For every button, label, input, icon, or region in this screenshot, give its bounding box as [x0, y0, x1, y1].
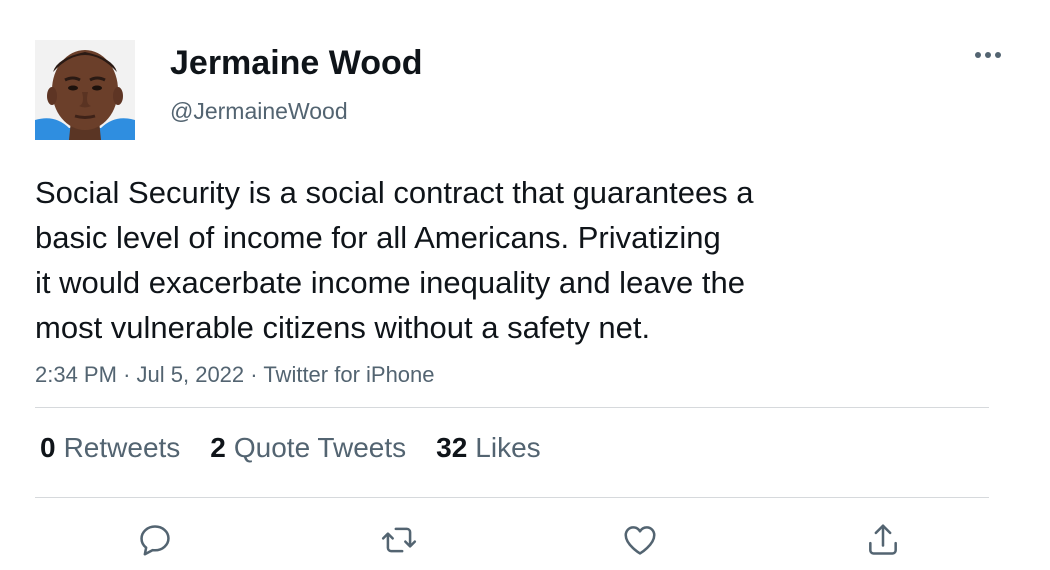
- share-icon: [869, 524, 897, 555]
- reply-icon: [140, 525, 170, 556]
- tweet-text-line: most vulnerable citizens without a safet…: [35, 310, 651, 345]
- meta-separator: ·: [250, 362, 258, 387]
- share-button[interactable]: [861, 518, 905, 562]
- retweets-stat[interactable]: 0 Retweets: [40, 432, 180, 464]
- heart-icon: [624, 526, 656, 555]
- likes-stat[interactable]: 32 Likes: [436, 432, 541, 464]
- author-handle[interactable]: @JermaineWood: [170, 98, 348, 124]
- divider: [35, 497, 989, 498]
- tweet-text-line: basic level of income for all Americans.…: [35, 220, 721, 255]
- tweet-text-line: Social Security is a social contract tha…: [35, 175, 754, 210]
- likes-label: Likes: [475, 432, 541, 463]
- meta-separator: ·: [123, 362, 131, 387]
- retweet-button[interactable]: [377, 518, 421, 562]
- quote-tweets-label: Quote Tweets: [233, 432, 407, 463]
- quote-tweets-count: 2: [210, 432, 226, 463]
- tweet-meta: 2:34 PM · Jul 5, 2022 · Twitter for iPho…: [35, 362, 435, 388]
- tweet-date[interactable]: Jul 5, 2022: [136, 362, 245, 387]
- tweet-text: Social Security is a social contract tha…: [35, 170, 935, 350]
- more-options-button[interactable]: [968, 40, 1008, 70]
- retweets-label: Retweets: [63, 432, 181, 463]
- likes-count: 32: [436, 432, 468, 463]
- author-display-name[interactable]: Jermaine Wood: [170, 44, 423, 82]
- avatar-photo: [35, 40, 135, 140]
- reply-button[interactable]: [133, 518, 177, 562]
- engagement-stats: 0 Retweets 2 Quote Tweets 32 Likes: [40, 432, 541, 464]
- avatar[interactable]: [35, 40, 135, 140]
- retweet-icon: [381, 527, 417, 553]
- divider: [35, 407, 989, 408]
- tweet-time[interactable]: 2:34 PM: [35, 362, 117, 387]
- like-button[interactable]: [618, 518, 662, 562]
- more-horizontal-icon: [975, 52, 1001, 58]
- tweet-source[interactable]: Twitter for iPhone: [263, 362, 435, 387]
- tweet-text-line: it would exacerbate income inequality an…: [35, 265, 746, 300]
- quote-tweets-stat[interactable]: 2 Quote Tweets: [210, 432, 406, 464]
- retweets-count: 0: [40, 432, 56, 463]
